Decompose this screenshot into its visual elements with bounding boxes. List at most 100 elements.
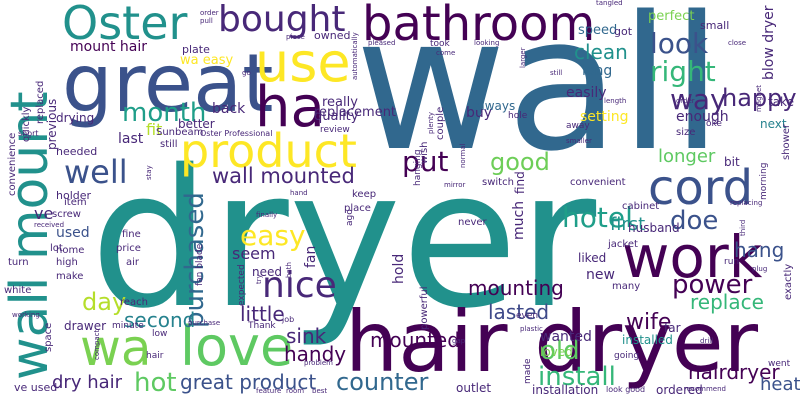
word-second: second xyxy=(124,308,196,332)
word-wanted: wanted xyxy=(540,329,592,345)
word-finally: finally xyxy=(256,211,278,219)
word-problem: problem xyxy=(304,359,333,367)
word-morning: morning xyxy=(759,162,769,200)
word-cord: cord xyxy=(648,160,754,216)
word-replaced: replaced xyxy=(35,80,46,124)
word-find: find xyxy=(513,171,527,194)
word-installation: installation xyxy=(532,383,599,397)
word-many: many xyxy=(612,281,641,292)
word-replace: replace xyxy=(690,290,764,314)
word-hand: hand xyxy=(290,189,308,197)
word-quality: quality xyxy=(314,109,359,124)
word-dry-hair: dry hair xyxy=(52,372,123,393)
word-exactly: exactly xyxy=(783,263,794,300)
word-month: month xyxy=(122,98,207,128)
word-far: far xyxy=(664,321,681,335)
word-automatically: automatically xyxy=(351,32,359,80)
word-lot: lot xyxy=(50,243,63,254)
word-recommend: recommend xyxy=(684,385,726,393)
word-hairdryer: hairdryer xyxy=(688,360,780,384)
word-run: run xyxy=(724,257,740,267)
word-dryer: dryer xyxy=(90,129,597,350)
word-heat: heat xyxy=(760,374,800,395)
word-minute: minute xyxy=(112,321,144,331)
word-mounting: mounting xyxy=(468,276,564,300)
word-bought: bought xyxy=(218,0,346,40)
word-review: review xyxy=(320,125,350,135)
word-bit: bit xyxy=(724,155,740,169)
word-replacing: replacing xyxy=(730,199,763,207)
word-needed: needed xyxy=(56,145,98,158)
word-hang: hang xyxy=(734,238,785,262)
word-best: best xyxy=(312,387,328,395)
word-turn: turn xyxy=(8,257,29,268)
word-use: use xyxy=(255,31,351,94)
word-received: received xyxy=(34,221,65,229)
word-clean: clean xyxy=(574,40,628,64)
word-ve-used: ve used xyxy=(14,381,58,394)
word-counter: counter xyxy=(336,368,429,396)
word-drawer: drawer xyxy=(64,319,107,333)
word-space: space xyxy=(43,322,54,352)
word-fine: fine xyxy=(122,229,141,240)
word-plastic: plastic xyxy=(520,325,543,333)
word-back: back xyxy=(212,101,246,117)
word-hanging: hanging xyxy=(413,149,423,186)
word-wife: wife xyxy=(626,310,672,335)
word-ago: ago xyxy=(345,209,355,226)
word-oke: oke xyxy=(706,119,722,129)
word-go: go xyxy=(242,69,251,77)
word-install: install xyxy=(538,362,616,392)
word-normal: normal xyxy=(459,143,467,168)
word-longer: longer xyxy=(658,146,716,167)
word-great-product: great product xyxy=(180,370,317,394)
word-ha: ha xyxy=(255,75,325,140)
word-loved: loved xyxy=(540,345,573,359)
word-plate: plate xyxy=(182,43,210,56)
word-pull: pull xyxy=(200,17,213,25)
word-cabinet: cabinet xyxy=(622,201,660,212)
word-magnet: magnet xyxy=(755,84,763,112)
word-owned: owned xyxy=(314,29,351,42)
word-installed: installed xyxy=(622,333,673,347)
word-always: always xyxy=(474,99,516,113)
word-good: good xyxy=(490,148,550,176)
word-outlet: outlet xyxy=(456,381,492,395)
word-close: close xyxy=(728,39,747,47)
word-air: air xyxy=(126,257,140,268)
word-mount-hair: mount hair xyxy=(70,39,147,55)
word-shower: shower xyxy=(781,123,792,160)
word-liked: liked xyxy=(578,251,607,265)
word-perfect: perfect xyxy=(648,9,695,24)
word-product: product xyxy=(180,124,357,178)
word-powerful: powerful xyxy=(419,286,430,330)
word-holder: holder xyxy=(56,189,92,202)
word-long: long xyxy=(582,63,613,79)
word-jacket: jacket xyxy=(608,239,638,250)
word-easy: easy xyxy=(240,219,306,252)
word-looking: looking xyxy=(474,39,500,47)
word-better: better xyxy=(178,117,215,131)
word-drill: drill xyxy=(700,337,714,345)
word-item: item xyxy=(64,197,87,208)
word-easily: easily xyxy=(566,85,607,101)
word-well: well xyxy=(64,153,128,191)
word-piece: piece xyxy=(286,33,305,41)
word-larger: larger xyxy=(519,47,527,68)
word-really: really xyxy=(322,95,358,110)
word-next: next xyxy=(760,117,787,131)
word-even: even xyxy=(516,311,539,321)
word-look-good: look good xyxy=(606,385,646,394)
word-gap: gap xyxy=(452,337,466,345)
word-hold: hold xyxy=(391,253,407,284)
word-switch: switch xyxy=(482,177,514,188)
word-setting: setting xyxy=(580,109,629,125)
word-speed: speed xyxy=(578,23,618,38)
word-take: take xyxy=(768,95,794,109)
word-love: love xyxy=(180,315,294,378)
word-hair: hair xyxy=(146,351,164,361)
word-way: way xyxy=(670,83,727,116)
word-plenty: plenty xyxy=(427,111,435,134)
word-made: made xyxy=(523,358,533,384)
